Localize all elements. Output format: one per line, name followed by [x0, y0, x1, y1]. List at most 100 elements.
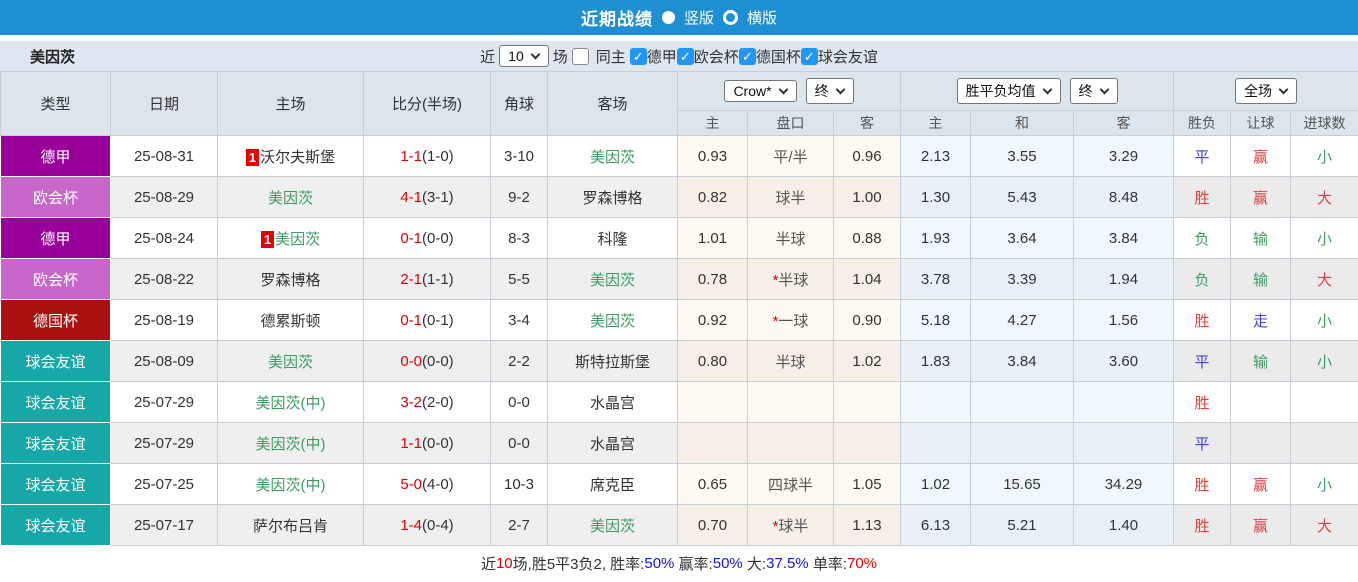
- results-tbody: 德甲 25-08-31 1 沃尔夫斯堡 1-1(1-0) 3-10 美因茨 0.9…: [0, 135, 1358, 546]
- ah-away-odds: 1.00: [833, 176, 901, 218]
- result-goals-cell: 小: [1290, 340, 1358, 382]
- result-wdl: 平: [1194, 148, 1210, 166]
- filter-bar: 美因茨 近 10 场 同主 ✓ 德甲 ✓ 欧会杯 ✓ 德国杯 ✓ 球会友谊: [0, 41, 1358, 71]
- match-date: 25-08-24: [110, 217, 218, 259]
- odds-company-select[interactable]: Crow*: [724, 80, 797, 102]
- matches-label: 场: [552, 48, 568, 66]
- result-wdl: 胜: [1194, 394, 1210, 412]
- corner-count: 5-5: [490, 258, 548, 300]
- score-cell: 2-1(1-1): [363, 258, 491, 300]
- summary-segment: 50%: [644, 555, 675, 572]
- ah-line: 半球: [778, 271, 809, 289]
- league-filter-label[interactable]: 德国杯: [755, 48, 801, 66]
- home-team-cell: 1 沃尔夫斯堡: [217, 135, 364, 177]
- score-cell: 0-1(0-1): [363, 299, 491, 341]
- half-score: (0-0): [422, 434, 454, 452]
- eu-draw-odds: 3.64: [970, 217, 1074, 259]
- sub-header-ah-away: 客: [833, 110, 901, 136]
- result-handicap-cell: 走: [1230, 299, 1291, 341]
- result-goals-cell: 大: [1290, 176, 1358, 218]
- summary-segment: 37.5%: [766, 555, 809, 572]
- corner-count: 0-0: [490, 381, 548, 423]
- away-team-cell: 水晶宫: [547, 422, 678, 464]
- same-home-checkbox[interactable]: [571, 47, 589, 65]
- result-wdl: 负: [1194, 271, 1210, 289]
- eu-away-odds: 3.84: [1073, 217, 1174, 259]
- odds-time-select[interactable]: 终: [805, 78, 854, 104]
- result-goals-cell: [1290, 422, 1358, 464]
- checkbox-checked-icon[interactable]: ✓: [738, 47, 756, 65]
- score-cell: 4-1(3-1): [363, 176, 491, 218]
- half-score: (2-0): [422, 393, 454, 411]
- chevron-down-icon: [530, 49, 541, 60]
- radio-vertical-label[interactable]: 竖版: [683, 10, 714, 27]
- match-date: 25-08-09: [110, 340, 218, 382]
- radio-horizontal-label[interactable]: 横版: [747, 10, 778, 27]
- divider: [0, 35, 1358, 41]
- match-type-badge: 欧会杯: [0, 258, 111, 300]
- summary-segment: 单率:: [808, 556, 847, 573]
- match-date: 25-08-29: [110, 176, 218, 218]
- result-scope-header: 全场: [1173, 71, 1358, 111]
- away-team: 斯特拉斯堡: [574, 353, 650, 371]
- recent-count-select[interactable]: 10: [499, 45, 549, 67]
- europe-odds-select[interactable]: 胜平负均值: [956, 78, 1061, 104]
- europe-odds-time-select[interactable]: 终: [1069, 78, 1118, 104]
- ah-home-odds: [677, 381, 748, 423]
- result-goals: 大: [1316, 189, 1332, 207]
- away-team-cell: 斯特拉斯堡: [547, 340, 678, 382]
- eu-away-odds: [1073, 422, 1174, 464]
- ah-home-odds: 0.80: [677, 340, 748, 382]
- ah-line: 一球: [778, 312, 809, 330]
- result-wdl: 负: [1194, 230, 1210, 248]
- final-score: 1-1: [400, 147, 422, 165]
- final-score: 1-4: [400, 516, 422, 534]
- home-team-cell: 美因茨(中): [217, 463, 364, 505]
- col-header-date: 日期: [110, 71, 218, 136]
- result-handicap-cell: 输: [1230, 340, 1291, 382]
- ah-away-odds: [833, 381, 901, 423]
- ah-away-odds: 1.04: [833, 258, 901, 300]
- sub-header-goals: 进球数: [1290, 110, 1358, 136]
- checkbox-checked-icon[interactable]: ✓: [800, 47, 818, 65]
- table-row: 球会友谊 25-07-29 美因茨(中) 1-1(0-0) 0-0 水晶宫 平: [0, 422, 1358, 464]
- result-handicap: 输: [1252, 230, 1268, 248]
- result-wdl: 平: [1194, 353, 1210, 371]
- eu-home-odds: 1.30: [900, 176, 971, 218]
- checkbox-checked-icon[interactable]: ✓: [676, 47, 694, 65]
- result-scope-select[interactable]: 全场: [1235, 78, 1297, 104]
- corner-count: 0-0: [490, 422, 548, 464]
- league-filter-label[interactable]: 德甲: [646, 48, 677, 66]
- same-home-label[interactable]: 同主: [595, 48, 626, 66]
- corner-count: 8-3: [490, 217, 548, 259]
- result-wdl-cell: 平: [1173, 340, 1231, 382]
- eu-away-odds: 34.29: [1073, 463, 1174, 505]
- ah-away-odds: 0.96: [833, 135, 901, 177]
- summary-segment: 10: [495, 555, 513, 572]
- radio-unselected-icon[interactable]: [723, 10, 738, 25]
- page-title: 近期战绩: [580, 10, 653, 29]
- chevron-down-icon: [1042, 84, 1052, 95]
- ah-line: 球半: [778, 517, 809, 535]
- result-wdl: 平: [1194, 435, 1210, 453]
- result-handicap-cell: 输: [1230, 258, 1291, 300]
- sub-header-eu-home: 主: [900, 110, 971, 136]
- corner-count: 3-4: [490, 299, 548, 341]
- eu-home-odds: 6.13: [900, 504, 971, 546]
- match-type-badge: 德甲: [0, 217, 111, 259]
- checkbox-checked-icon[interactable]: ✓: [629, 47, 647, 65]
- ah-away-odds: 0.88: [833, 217, 901, 259]
- league-filters: ✓ 德甲 ✓ 欧会杯 ✓ 德国杯 ✓ 球会友谊: [629, 46, 878, 67]
- summary-segment: 场,胜5平3负2, 胜率:: [512, 556, 645, 573]
- league-filter-label[interactable]: 球会友谊: [817, 48, 878, 66]
- league-filter: ✓ 德甲: [629, 46, 677, 67]
- match-type-badge: 球会友谊: [0, 463, 111, 505]
- final-score: 0-0: [400, 352, 422, 370]
- score-cell: 0-0(0-0): [363, 340, 491, 382]
- result-goals: 小: [1316, 312, 1332, 330]
- handicap-odds-header: Crow* 终: [677, 71, 901, 111]
- home-team-cell: 罗森博格: [217, 258, 364, 300]
- league-filter-label[interactable]: 欧会杯: [693, 48, 739, 66]
- results-table: 类型 日期 主场 比分(半场) 角球 客场 Crow* 终 胜平负均值 终: [0, 71, 1358, 546]
- radio-selected-icon[interactable]: [661, 11, 675, 24]
